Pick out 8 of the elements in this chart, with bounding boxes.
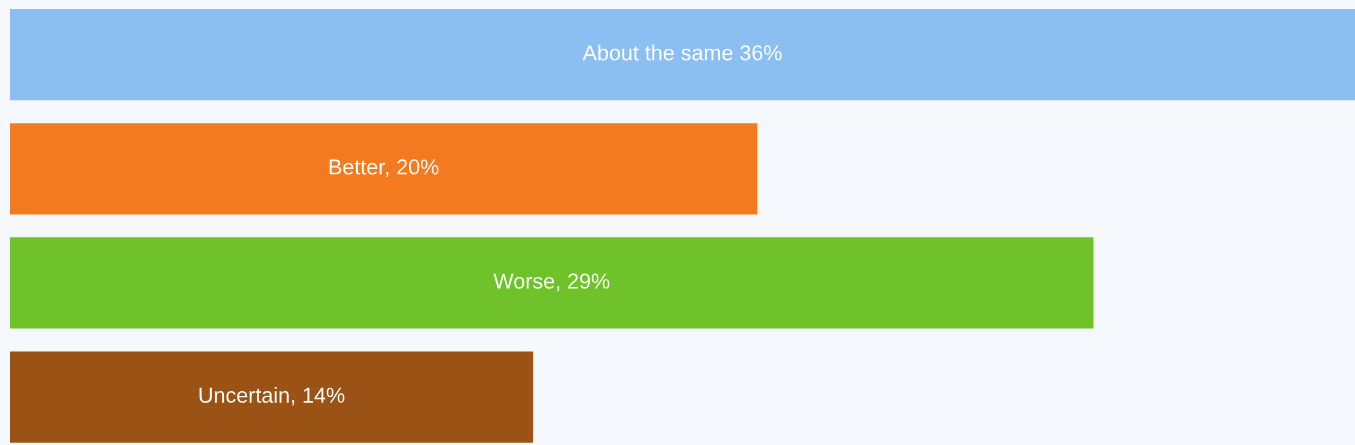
data-label: Uncertain, 14%: [199, 387, 345, 406]
bar: [10, 351, 534, 443]
data-label: Better, 20%: [329, 159, 439, 178]
bar: [10, 123, 758, 215]
bar: [10, 237, 1094, 329]
data-label: About the same 36%: [582, 44, 782, 61]
data-label: Worse, 29%: [493, 273, 610, 292]
bar: [10, 9, 1355, 101]
